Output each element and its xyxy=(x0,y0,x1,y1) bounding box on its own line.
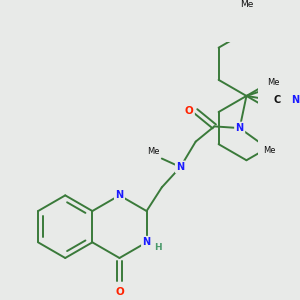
Text: Me: Me xyxy=(240,0,253,9)
Text: Me: Me xyxy=(268,79,280,88)
Text: Me: Me xyxy=(147,147,159,156)
Text: N: N xyxy=(291,95,299,105)
Text: Me: Me xyxy=(263,146,276,155)
Text: H: H xyxy=(154,243,162,252)
Text: C: C xyxy=(274,95,281,105)
Text: O: O xyxy=(184,106,193,116)
Text: N: N xyxy=(142,237,151,247)
Text: N: N xyxy=(176,162,184,172)
Text: N: N xyxy=(116,190,124,200)
Text: N: N xyxy=(236,123,244,133)
Text: O: O xyxy=(115,287,124,297)
